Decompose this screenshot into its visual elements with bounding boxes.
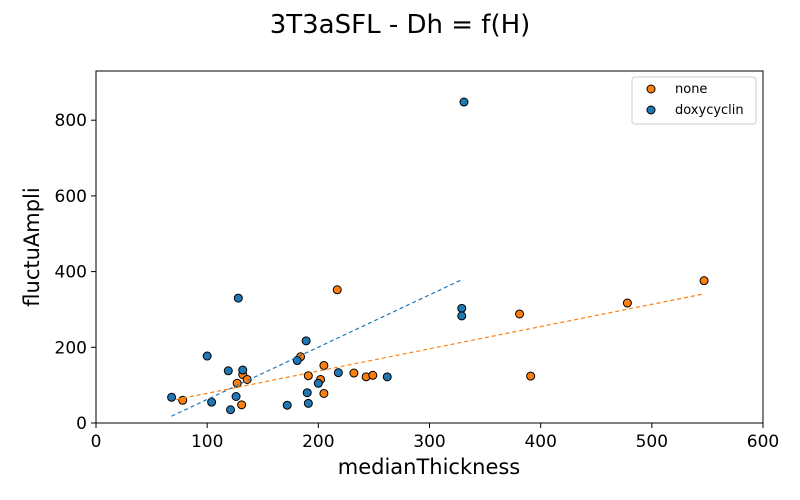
legend-marker-none xyxy=(646,84,656,94)
data-point-doxycyclin xyxy=(301,336,311,346)
legend-label-none: none xyxy=(675,82,707,97)
data-point-doxycyclin xyxy=(457,311,467,321)
data-point-doxycyclin xyxy=(233,293,243,303)
data-point-none xyxy=(332,285,342,295)
x-axis: 0 100 200 300 400 500 600 xyxy=(91,423,779,452)
data-point-doxycyclin xyxy=(226,405,236,415)
x-tick-label: 100 xyxy=(191,432,223,452)
y-tick-label: 200 xyxy=(55,338,87,358)
data-point-none xyxy=(319,388,329,398)
chart-title: 3T3aSFL - Dh = f(H) xyxy=(270,10,531,40)
data-point-none xyxy=(349,368,359,378)
y-tick-label: 0 xyxy=(76,414,87,434)
data-point-doxycyclin xyxy=(238,365,248,375)
data-point-none xyxy=(237,400,247,410)
plot-area xyxy=(167,97,709,417)
data-point-doxycyclin xyxy=(223,366,233,376)
data-point-none xyxy=(622,298,632,308)
data-point-none xyxy=(242,374,252,384)
x-tick-label: 200 xyxy=(302,432,334,452)
data-point-doxycyclin xyxy=(457,303,467,313)
x-tick-label: 0 xyxy=(91,432,102,452)
data-point-none xyxy=(368,370,378,380)
fit-line-none xyxy=(175,293,702,401)
legend-box xyxy=(631,76,757,125)
data-point-doxycyclin xyxy=(303,398,313,408)
y-tick-label: 800 xyxy=(55,111,87,131)
data-point-doxycyclin xyxy=(382,372,392,382)
y-axis-label: fluctuAmpli xyxy=(20,187,44,306)
y-tick-label: 400 xyxy=(55,263,87,283)
data-point-none xyxy=(319,360,329,370)
data-point-doxycyclin xyxy=(167,392,177,402)
data-point-none xyxy=(303,371,313,381)
data-point-none xyxy=(526,371,536,381)
data-point-doxycyclin xyxy=(313,378,323,388)
data-point-doxycyclin xyxy=(202,351,212,361)
legend-marker-doxycyclin xyxy=(646,105,656,115)
y-axis: 0 200 400 600 800 xyxy=(55,111,96,434)
x-axis-label: medianThickness xyxy=(338,455,521,479)
data-point-none xyxy=(699,276,709,286)
data-point-doxycyclin xyxy=(333,368,343,378)
fit-line-doxycyclin xyxy=(171,278,464,417)
data-point-doxycyclin xyxy=(207,397,217,407)
data-point-none xyxy=(232,378,242,388)
x-tick-label: 500 xyxy=(636,432,668,452)
x-tick-label: 600 xyxy=(747,432,779,452)
legend: none doxycyclin xyxy=(631,76,757,125)
data-point-doxycyclin xyxy=(231,392,241,402)
data-point-none xyxy=(515,309,525,319)
data-point-doxycyclin xyxy=(459,97,469,107)
legend-label-doxycyclin: doxycyclin xyxy=(675,103,744,118)
y-tick-label: 600 xyxy=(55,187,87,207)
x-tick-label: 300 xyxy=(413,432,445,452)
data-point-doxycyclin xyxy=(302,388,312,398)
data-point-doxycyclin xyxy=(282,400,292,410)
x-tick-label: 400 xyxy=(524,432,556,452)
